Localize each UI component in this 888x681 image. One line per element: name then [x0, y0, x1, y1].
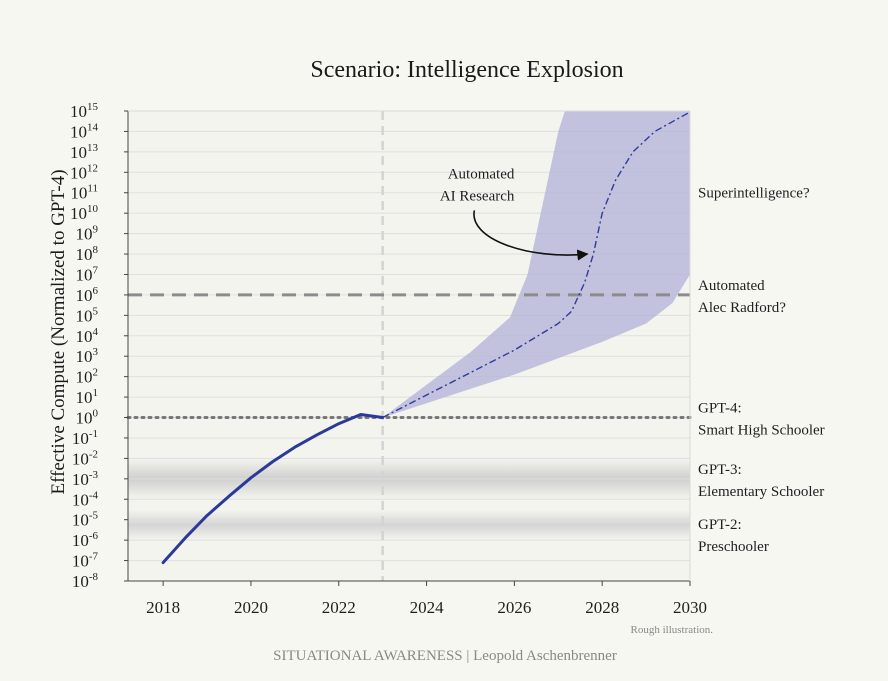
- y-tick-label: 107: [76, 264, 99, 284]
- right-label: GPT-2:: [698, 517, 742, 533]
- y-tick-label: 1012: [70, 162, 98, 182]
- x-tick-label: 2022: [322, 598, 356, 617]
- right-label: Superintelligence?: [698, 186, 810, 202]
- y-tick-label: 10-3: [72, 469, 99, 489]
- right-label: GPT-4:: [698, 401, 742, 417]
- y-tick-label: 10-8: [72, 571, 99, 591]
- y-tick-label: 109: [76, 224, 99, 244]
- gpt2-band: [128, 509, 690, 541]
- y-tick-label: 10-4: [72, 489, 99, 509]
- x-tick-label: 2030: [673, 598, 707, 617]
- right-label: Smart High Schooler: [698, 423, 825, 439]
- annotation-label: AI Research: [440, 188, 515, 204]
- right-label: Elementary Schooler: [698, 484, 824, 500]
- y-tick-label: 102: [76, 367, 99, 387]
- right-label: Automated: [698, 278, 765, 294]
- y-tick-label: 10-7: [72, 551, 99, 571]
- y-tick-label: 103: [76, 346, 99, 366]
- rough-illustration-note: Rough illustration.: [631, 624, 714, 636]
- x-tick-label: 2024: [410, 598, 445, 617]
- x-tick-label: 2018: [146, 598, 180, 617]
- source-credit: SITUATIONAL AWARENESS | Leopold Aschenbr…: [273, 648, 617, 664]
- y-tick-label: 10-1: [72, 428, 98, 448]
- y-tick-label: 10-5: [72, 510, 99, 530]
- annotation-arrow: [473, 210, 589, 261]
- y-tick-label: 1010: [70, 203, 99, 223]
- y-tick-label: 1011: [70, 183, 98, 203]
- right-label: Alec Radford?: [698, 300, 786, 316]
- y-tick-label: 104: [76, 326, 99, 346]
- plot-area: 1015101410131012101110101091081071061051…: [70, 101, 707, 617]
- y-tick-label: 1015: [70, 101, 99, 121]
- x-tick-label: 2026: [497, 598, 531, 617]
- right-labels: Superintelligence? Automated Alec Radford?…: [698, 186, 825, 555]
- y-tick-label: 10-2: [72, 448, 98, 468]
- y-tick-label: 1014: [70, 121, 99, 141]
- x-tick-label: 2020: [234, 598, 268, 617]
- y-tick-label: 10-6: [72, 530, 99, 550]
- y-tick-label: 100: [76, 408, 99, 428]
- y-tick-label: 101: [76, 387, 99, 407]
- right-label: GPT-3:: [698, 462, 742, 478]
- y-axis-label: Effective Compute (Normalized to GPT-4): [48, 169, 69, 494]
- annotation-label: Automated: [448, 166, 515, 182]
- y-tick-label: 106: [76, 285, 99, 305]
- chart-title: Scenario: Intelligence Explosion: [310, 57, 623, 83]
- y-tick-label: 108: [76, 244, 99, 264]
- right-label: Preschooler: [698, 539, 769, 555]
- y-tick-label: 105: [76, 305, 99, 325]
- annotation: Automated AI Research: [440, 166, 589, 261]
- historical-line: [161, 413, 385, 565]
- y-tick-label: 1013: [70, 142, 99, 162]
- x-tick-label: 2028: [585, 598, 619, 617]
